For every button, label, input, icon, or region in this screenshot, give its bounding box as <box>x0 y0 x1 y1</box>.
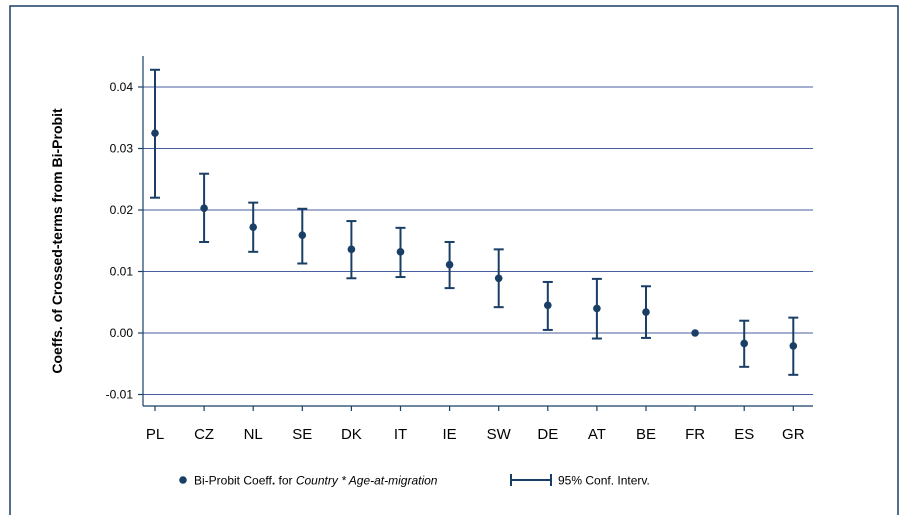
x-tick-label-be: BE <box>636 426 656 443</box>
grid-lines <box>143 86 813 395</box>
axes <box>138 56 813 411</box>
y-tick-label: 0.03 <box>110 142 134 156</box>
legend-point-label: Bi-Probit Coeff. for Country * Age-at-mi… <box>194 474 438 488</box>
legend-part-coeff: Bi-Probit Coeff <box>194 474 272 488</box>
x-tick-label-dk: DK <box>341 426 362 443</box>
point-it <box>396 248 405 256</box>
point-gr <box>789 342 798 350</box>
legend-part-country: Country <box>296 474 339 488</box>
point-at <box>593 304 601 313</box>
x-tick-label-at: AT <box>588 426 606 443</box>
x-tick-label-it: IT <box>394 426 407 443</box>
x-tick-label-sw: SW <box>487 426 512 443</box>
coefficient-points <box>151 129 798 350</box>
legend-ci-marker <box>510 474 552 486</box>
point-be <box>642 308 650 316</box>
point-nl <box>249 223 257 232</box>
legend-part-for: for <box>278 474 295 488</box>
point-sw <box>494 274 503 283</box>
legend-part-star: * <box>338 474 349 488</box>
y-tick-label: -0.01 <box>106 388 134 402</box>
x-tick-label-es: ES <box>734 426 754 443</box>
y-tick-label: 0.04 <box>110 80 134 94</box>
point-pl <box>151 129 159 137</box>
x-tick-label-cz: CZ <box>194 426 214 443</box>
point-se <box>298 231 307 240</box>
x-tick-label-pl: PL <box>146 426 164 443</box>
x-tick-label-ie: IE <box>443 426 457 443</box>
legend-ci-label: 95% Conf. Interv. <box>558 474 650 488</box>
y-tick-labels: 0.04 0.03 0.02 0.01 0.00 -0.01 <box>106 80 134 402</box>
legend-part-dot: . <box>272 474 279 488</box>
x-tick-label-gr: GR <box>782 426 805 443</box>
confidence-intervals <box>150 68 799 376</box>
legend-part-age: Age-at-migration <box>348 474 438 488</box>
point-dk <box>347 245 356 254</box>
point-fr <box>691 329 699 337</box>
legend: Bi-Probit Coeff. for Country * Age-at-mi… <box>179 474 650 488</box>
y-tick-label: 0.00 <box>110 326 134 340</box>
y-tick-label: 0.01 <box>110 265 134 279</box>
legend-point-marker <box>179 476 187 484</box>
outer-border <box>9 5 899 520</box>
point-ie <box>445 260 454 269</box>
x-tick-label-nl: NL <box>244 426 263 443</box>
x-tick-label-de: DE <box>537 426 558 443</box>
x-tick-label-fr: FR <box>685 426 705 443</box>
y-tick-label: 0.02 <box>110 203 134 217</box>
point-de <box>544 301 552 310</box>
point-es <box>740 339 748 348</box>
y-axis-label: Coeffs. of Crossed-terms from Bi-Probit <box>49 108 65 374</box>
x-tick-label-se: SE <box>292 426 312 443</box>
x-tick-labels: PL CZ NL SE DK IT IE SW DE AT BE FR ES GR <box>146 426 805 443</box>
point-cz <box>200 204 208 212</box>
